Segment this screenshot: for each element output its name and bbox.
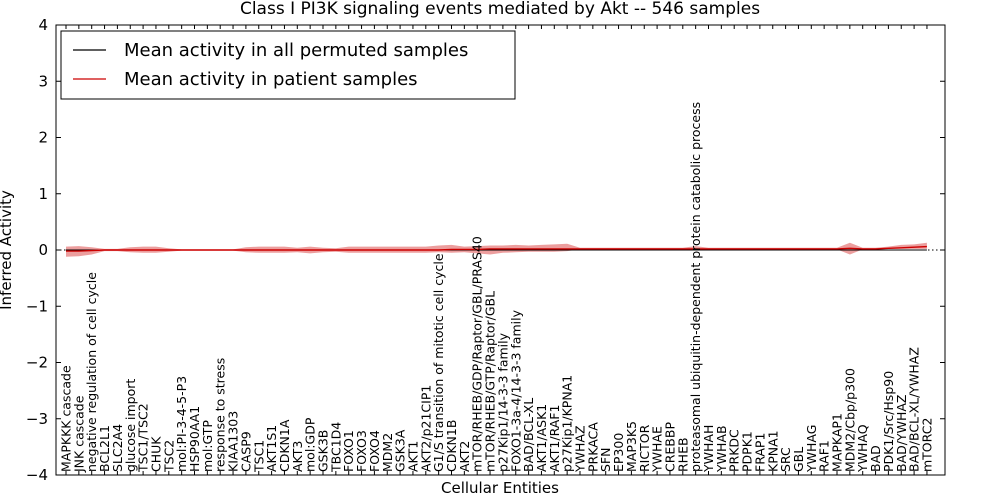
entity-label: CDKN1A [277, 419, 292, 472]
y-tick-label: −1 [26, 297, 48, 315]
entity-label: mol:GTP [200, 420, 215, 472]
entity-label: YWHAZ [573, 425, 588, 473]
x-axis-label: Cellular Entities [441, 479, 559, 497]
entity-label: CDKN1B [444, 420, 459, 472]
entity-label: SFN [598, 448, 613, 472]
entity-label: CASP9 [238, 431, 253, 472]
y-tick-label: −4 [26, 466, 48, 484]
entity-label: MDM2 [380, 433, 395, 472]
entity-label: PRKDC [727, 429, 742, 472]
entity-label: GBL [791, 447, 806, 472]
entity-label: negative regulation of cell cycle [84, 272, 99, 472]
entity-label: BCL2L1 [97, 425, 112, 472]
entity-label: mTOR/RHEB/GDP/Raptor/GBL/PRAS40 [470, 236, 485, 472]
legend-box [60, 30, 516, 100]
legend-label-permuted: Mean activity in all permuted samples [124, 40, 468, 61]
entity-label: GSK3B [316, 430, 331, 472]
entity-label: MAP3K5 [624, 421, 639, 472]
entity-label: proteasomal ubiquitin-dependent protein … [688, 102, 703, 472]
entity-label: mTORC2 [919, 418, 934, 472]
entity-label: YWHAE [650, 426, 665, 473]
entity-label: AKT1S1 [264, 425, 279, 472]
y-tick-label: 2 [38, 129, 48, 147]
entity-label: G1/S transition of mitotic cell cycle [431, 253, 446, 472]
entity-label: RHEB [675, 437, 690, 472]
entity-label: FOXO4 [367, 430, 382, 472]
entity-label: TBC1D4 [328, 422, 343, 473]
entity-label: mTOR/RHEB/GTP/Raptor/GBL [483, 291, 498, 472]
y-axis-label: Inferred Activity [0, 190, 15, 310]
entity-label: KIAA1303 [226, 411, 241, 472]
entity-label: mol:GDP [303, 417, 318, 472]
y-tick-label: −2 [26, 354, 48, 372]
entity-label: SRC [778, 447, 793, 472]
entity-label: YWHAG [804, 425, 819, 473]
entity-label: p27Kip1/KPNA1 [560, 375, 575, 472]
entity-label: MDM2/Cbp/p300 [842, 368, 857, 472]
entity-label: FOXO1-3a-4/14-3-3 family [508, 309, 523, 472]
entity-label: PDK1/Src/Hsp90 [881, 371, 896, 472]
entity-label: CHUK [148, 436, 163, 472]
entity-label: PDPK1 [740, 431, 755, 472]
entity-label: MAPKKK cascade [59, 365, 74, 472]
entity-label: AKT1/RAF1 [547, 405, 562, 472]
y-tick-label: 4 [38, 16, 48, 34]
entity-label: YWHAQ [855, 424, 870, 473]
entity-label: FOXO3 [354, 430, 369, 472]
entity-label: BAD/BCL-XL [521, 398, 536, 472]
entity-label: FRAP1 [752, 433, 767, 472]
entity-label: RICTOR [637, 424, 652, 472]
entity-label: glucose import [123, 379, 138, 472]
x-axis-ticks [65, 25, 928, 475]
entity-label: AKT1 [405, 441, 420, 472]
y-tick-label: −3 [26, 410, 48, 428]
entity-label: JNK cascade [71, 395, 86, 473]
entity-label: p27Kip1/14-3-3 family [495, 332, 510, 472]
entity-label: EP300 [611, 433, 626, 472]
entity-label: MAPKAP1 [830, 413, 845, 472]
legend-label-patient: Mean activity in patient samples [124, 69, 418, 90]
legend: Mean activity in all permuted samples Me… [60, 30, 516, 100]
series-line-patient [66, 245, 927, 252]
entity-label: response to stress [213, 358, 228, 472]
y-tick-label: 3 [38, 72, 48, 90]
entity-label: mol:PI-3-4-5-P3 [174, 376, 189, 472]
entity-label: CREBBP [662, 422, 677, 472]
entity-label: TSC2 [161, 440, 176, 473]
entity-label: RAF1 [817, 440, 832, 472]
entity-label: AKT3 [290, 441, 305, 472]
entity-label: TSC1 [251, 440, 266, 473]
chart-title: Class I PI3K signaling events mediated b… [240, 0, 760, 19]
y-axis-ticks: 4 3 2 1 0 −1 −2 −3 −4 [26, 16, 945, 484]
entity-label: BAD/YWHAZ [894, 395, 909, 472]
y-tick-label: 0 [38, 241, 48, 259]
entity-label: BAD [868, 445, 883, 472]
entity-label: AKT2/p21CIP1 [418, 385, 433, 472]
entity-label: BAD/BCL-XL/YWHAZ [907, 347, 922, 472]
entity-label: GSK3A [393, 429, 408, 472]
entity-label: TSC1/TSC2 [136, 403, 151, 473]
series-layer [66, 245, 927, 252]
entity-label: KPNA1 [765, 430, 780, 472]
entity-label: AKT2 [457, 441, 472, 472]
y-tick-label: 1 [38, 185, 48, 203]
entity-label: SLC2A4 [110, 424, 125, 472]
entity-label: FOXO1 [341, 430, 356, 472]
entity-label: AKT1/ASK1 [534, 404, 549, 472]
entity-label: YWHAB [714, 425, 729, 473]
entity-label: PRKACA [585, 422, 600, 472]
entity-label: HSP90AA1 [187, 406, 202, 472]
entity-label: YWHAH [701, 425, 716, 473]
